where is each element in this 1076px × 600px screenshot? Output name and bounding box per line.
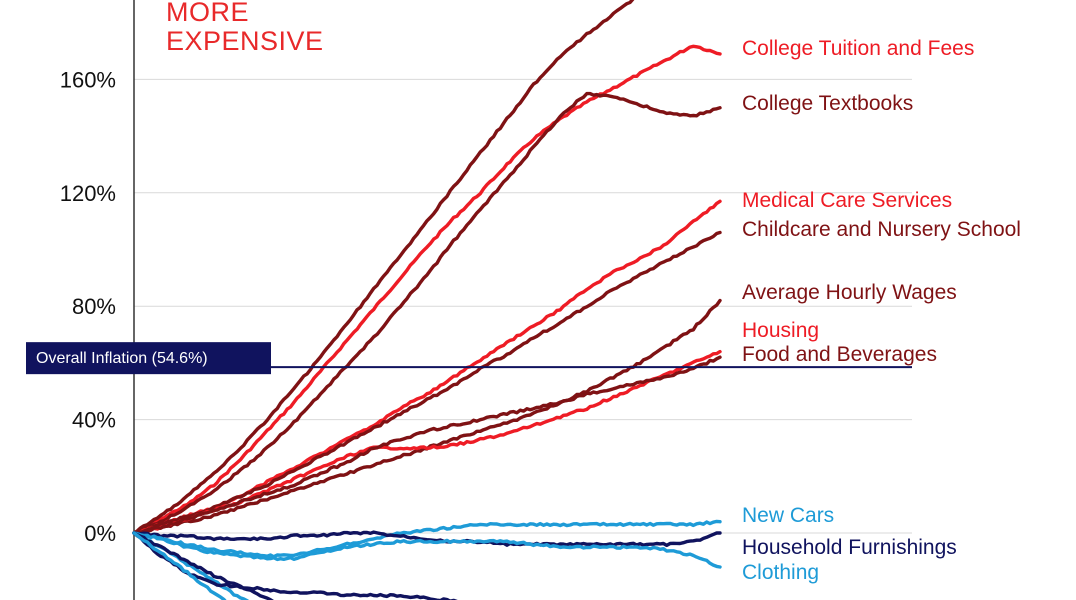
series-label: Food and Beverages xyxy=(742,343,937,366)
series-line-new-cars xyxy=(132,519,722,559)
series-lines xyxy=(132,0,722,600)
series-label: Housing xyxy=(742,319,819,342)
overall-inflation-box xyxy=(26,342,271,375)
y-tick-label: 40% xyxy=(72,408,116,433)
y-tick-label: 120% xyxy=(60,181,116,206)
chart-title-line-1: MORE xyxy=(166,0,249,27)
series-line-clothing xyxy=(132,531,722,569)
series-label: College Tuition and Fees xyxy=(742,37,974,60)
series-label: College Textbooks xyxy=(742,92,913,115)
series-label: Medical Care Services xyxy=(742,189,952,212)
series-label: New Cars xyxy=(742,504,834,527)
y-tick-labels: 0% 40% 80% 120% 160% xyxy=(60,67,116,546)
series-line-childcare-and-nursery-school xyxy=(132,230,722,535)
y-tick-label: 160% xyxy=(60,67,116,92)
series-line-food-and-beverages xyxy=(132,355,722,535)
y-tick-label: 0% xyxy=(84,521,116,546)
overall-inflation-reference: Overall Inflation (54.6%) xyxy=(26,342,912,375)
series-labels: College Tuition and Fees College Textbook… xyxy=(742,37,1021,584)
series-line xyxy=(132,531,274,600)
series-line-average-hourly-wages xyxy=(132,298,722,535)
overall-inflation-label: Overall Inflation (54.6%) xyxy=(36,350,208,367)
chart-title-line-2: EXPENSIVE xyxy=(166,26,324,56)
series-line-housing xyxy=(132,349,722,535)
series-label: Average Hourly Wages xyxy=(742,281,957,304)
gridlines xyxy=(134,78,912,534)
series-line xyxy=(132,531,227,600)
series-label: Childcare and Nursery School xyxy=(742,218,1021,241)
series-line-household-furnishings xyxy=(132,530,722,548)
series-label: Household Furnishings xyxy=(742,536,957,559)
series-line xyxy=(132,0,635,535)
series-line-college-tuition-and-fees xyxy=(132,44,722,535)
series-label: Clothing xyxy=(742,561,819,584)
y-tick-label: 80% xyxy=(72,294,116,319)
series-line-college-textbooks xyxy=(132,91,722,535)
